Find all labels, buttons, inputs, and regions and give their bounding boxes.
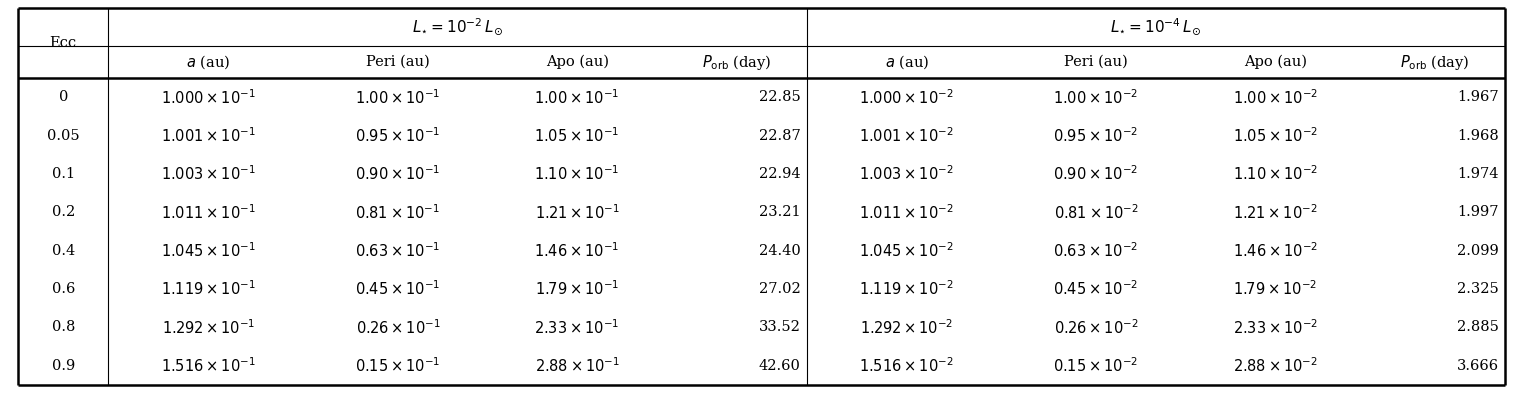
Text: $0.63 \times 10^{-1}$: $0.63 \times 10^{-1}$ bbox=[355, 241, 440, 260]
Text: $0.45 \times 10^{-1}$: $0.45 \times 10^{-1}$ bbox=[355, 280, 440, 298]
Text: $1.045 \times 10^{-1}$: $1.045 \times 10^{-1}$ bbox=[161, 241, 256, 260]
Text: $a$ (au): $a$ (au) bbox=[885, 53, 929, 71]
Text: Apo (au): Apo (au) bbox=[545, 55, 609, 69]
Text: $1.292 \times 10^{-2}$: $1.292 \times 10^{-2}$ bbox=[860, 318, 953, 337]
Text: 1.974: 1.974 bbox=[1458, 167, 1499, 181]
Text: $1.003 \times 10^{-2}$: $1.003 \times 10^{-2}$ bbox=[859, 165, 953, 183]
Text: $1.46 \times 10^{-1}$: $1.46 \times 10^{-1}$ bbox=[535, 241, 620, 260]
Text: 2.885: 2.885 bbox=[1458, 320, 1499, 334]
Text: $1.10 \times 10^{-1}$: $1.10 \times 10^{-1}$ bbox=[535, 165, 620, 183]
Text: 22.94: 22.94 bbox=[758, 167, 801, 181]
Text: $1.000 \times 10^{-2}$: $1.000 \times 10^{-2}$ bbox=[859, 88, 953, 107]
Text: $0.26 \times 10^{-2}$: $0.26 \times 10^{-2}$ bbox=[1054, 318, 1138, 337]
Text: Apo (au): Apo (au) bbox=[1244, 55, 1307, 69]
Text: $1.05 \times 10^{-2}$: $1.05 \times 10^{-2}$ bbox=[1232, 126, 1317, 145]
Text: $0.81 \times 10^{-1}$: $0.81 \times 10^{-1}$ bbox=[355, 203, 440, 222]
Text: 22.87: 22.87 bbox=[758, 129, 801, 143]
Text: $1.011 \times 10^{-1}$: $1.011 \times 10^{-1}$ bbox=[161, 203, 256, 222]
Text: $1.001 \times 10^{-2}$: $1.001 \times 10^{-2}$ bbox=[859, 126, 953, 145]
Text: 0.9: 0.9 bbox=[52, 359, 75, 373]
Text: 22.85: 22.85 bbox=[758, 90, 801, 104]
Text: $1.119 \times 10^{-1}$: $1.119 \times 10^{-1}$ bbox=[161, 280, 256, 298]
Text: $1.00 \times 10^{-1}$: $1.00 \times 10^{-1}$ bbox=[535, 88, 620, 107]
Text: $1.292 \times 10^{-1}$: $1.292 \times 10^{-1}$ bbox=[161, 318, 254, 337]
Text: Ecc: Ecc bbox=[50, 36, 76, 50]
Text: $2.88 \times 10^{-1}$: $2.88 \times 10^{-1}$ bbox=[535, 356, 620, 375]
Text: 42.60: 42.60 bbox=[758, 359, 801, 373]
Text: $0.15 \times 10^{-1}$: $0.15 \times 10^{-1}$ bbox=[355, 356, 440, 375]
Text: 27.02: 27.02 bbox=[758, 282, 801, 296]
Text: $0.90 \times 10^{-2}$: $0.90 \times 10^{-2}$ bbox=[1054, 165, 1139, 183]
Text: $1.516 \times 10^{-1}$: $1.516 \times 10^{-1}$ bbox=[161, 356, 256, 375]
Text: $1.05 \times 10^{-1}$: $1.05 \times 10^{-1}$ bbox=[535, 126, 620, 145]
Text: 0.4: 0.4 bbox=[52, 244, 75, 258]
Text: $1.516 \times 10^{-2}$: $1.516 \times 10^{-2}$ bbox=[859, 356, 953, 375]
Text: 2.099: 2.099 bbox=[1458, 244, 1499, 258]
Text: $1.46 \times 10^{-2}$: $1.46 \times 10^{-2}$ bbox=[1232, 241, 1317, 260]
Text: $1.045 \times 10^{-2}$: $1.045 \times 10^{-2}$ bbox=[859, 241, 953, 260]
Text: $0.15 \times 10^{-2}$: $0.15 \times 10^{-2}$ bbox=[1054, 356, 1139, 375]
Text: $1.119 \times 10^{-2}$: $1.119 \times 10^{-2}$ bbox=[859, 280, 953, 298]
Text: $1.21 \times 10^{-2}$: $1.21 \times 10^{-2}$ bbox=[1234, 203, 1317, 222]
Text: 0.8: 0.8 bbox=[52, 320, 75, 334]
Text: $0.63 \times 10^{-2}$: $0.63 \times 10^{-2}$ bbox=[1054, 241, 1139, 260]
Text: 0.1: 0.1 bbox=[52, 167, 75, 181]
Text: $L_{\star} = 10^{-4}\, L_{\odot}$: $L_{\star} = 10^{-4}\, L_{\odot}$ bbox=[1110, 17, 1202, 37]
Text: $2.33 \times 10^{-2}$: $2.33 \times 10^{-2}$ bbox=[1232, 318, 1317, 337]
Text: 0.05: 0.05 bbox=[47, 129, 79, 143]
Text: $0.45 \times 10^{-2}$: $0.45 \times 10^{-2}$ bbox=[1054, 280, 1139, 298]
Text: $1.001 \times 10^{-1}$: $1.001 \times 10^{-1}$ bbox=[161, 126, 256, 145]
Text: $1.011 \times 10^{-2}$: $1.011 \times 10^{-2}$ bbox=[859, 203, 953, 222]
Text: $1.79 \times 10^{-1}$: $1.79 \times 10^{-1}$ bbox=[535, 280, 620, 298]
Text: 1.967: 1.967 bbox=[1458, 90, 1499, 104]
Text: Peri (au): Peri (au) bbox=[1065, 55, 1129, 69]
Text: $1.00 \times 10^{-2}$: $1.00 \times 10^{-2}$ bbox=[1232, 88, 1317, 107]
Text: $L_{\star} = 10^{-2}\, L_{\odot}$: $L_{\star} = 10^{-2}\, L_{\odot}$ bbox=[413, 17, 503, 37]
Text: $0.95 \times 10^{-2}$: $0.95 \times 10^{-2}$ bbox=[1054, 126, 1139, 145]
Text: $P_{\rm orb}$ (day): $P_{\rm orb}$ (day) bbox=[1400, 53, 1470, 72]
Text: $0.81 \times 10^{-2}$: $0.81 \times 10^{-2}$ bbox=[1054, 203, 1139, 222]
Text: 33.52: 33.52 bbox=[758, 320, 801, 334]
Text: $1.10 \times 10^{-2}$: $1.10 \times 10^{-2}$ bbox=[1232, 165, 1317, 183]
Text: 23.21: 23.21 bbox=[758, 205, 801, 219]
Text: $2.88 \times 10^{-2}$: $2.88 \times 10^{-2}$ bbox=[1234, 356, 1317, 375]
Text: 0: 0 bbox=[58, 90, 69, 104]
Text: $0.95 \times 10^{-1}$: $0.95 \times 10^{-1}$ bbox=[355, 126, 440, 145]
Text: $1.21 \times 10^{-1}$: $1.21 \times 10^{-1}$ bbox=[535, 203, 620, 222]
Text: $2.33 \times 10^{-1}$: $2.33 \times 10^{-1}$ bbox=[535, 318, 620, 337]
Text: 1.997: 1.997 bbox=[1458, 205, 1499, 219]
Text: $1.003 \times 10^{-1}$: $1.003 \times 10^{-1}$ bbox=[161, 165, 256, 183]
Text: 3.666: 3.666 bbox=[1458, 359, 1499, 373]
Text: $1.000 \times 10^{-1}$: $1.000 \times 10^{-1}$ bbox=[161, 88, 256, 107]
Text: 24.40: 24.40 bbox=[758, 244, 801, 258]
Text: 1.968: 1.968 bbox=[1458, 129, 1499, 143]
Text: 2.325: 2.325 bbox=[1458, 282, 1499, 296]
Text: 0.2: 0.2 bbox=[52, 205, 75, 219]
Text: Peri (au): Peri (au) bbox=[366, 55, 429, 69]
Text: $0.90 \times 10^{-1}$: $0.90 \times 10^{-1}$ bbox=[355, 165, 440, 183]
Text: $1.79 \times 10^{-2}$: $1.79 \times 10^{-2}$ bbox=[1234, 280, 1317, 298]
Text: $0.26 \times 10^{-1}$: $0.26 \times 10^{-1}$ bbox=[355, 318, 440, 337]
Text: $P_{\rm orb}$ (day): $P_{\rm orb}$ (day) bbox=[702, 53, 772, 72]
Text: $a$ (au): $a$ (au) bbox=[186, 53, 230, 71]
Text: $1.00 \times 10^{-1}$: $1.00 \times 10^{-1}$ bbox=[355, 88, 440, 107]
Text: $1.00 \times 10^{-2}$: $1.00 \times 10^{-2}$ bbox=[1054, 88, 1139, 107]
Text: 0.6: 0.6 bbox=[52, 282, 75, 296]
